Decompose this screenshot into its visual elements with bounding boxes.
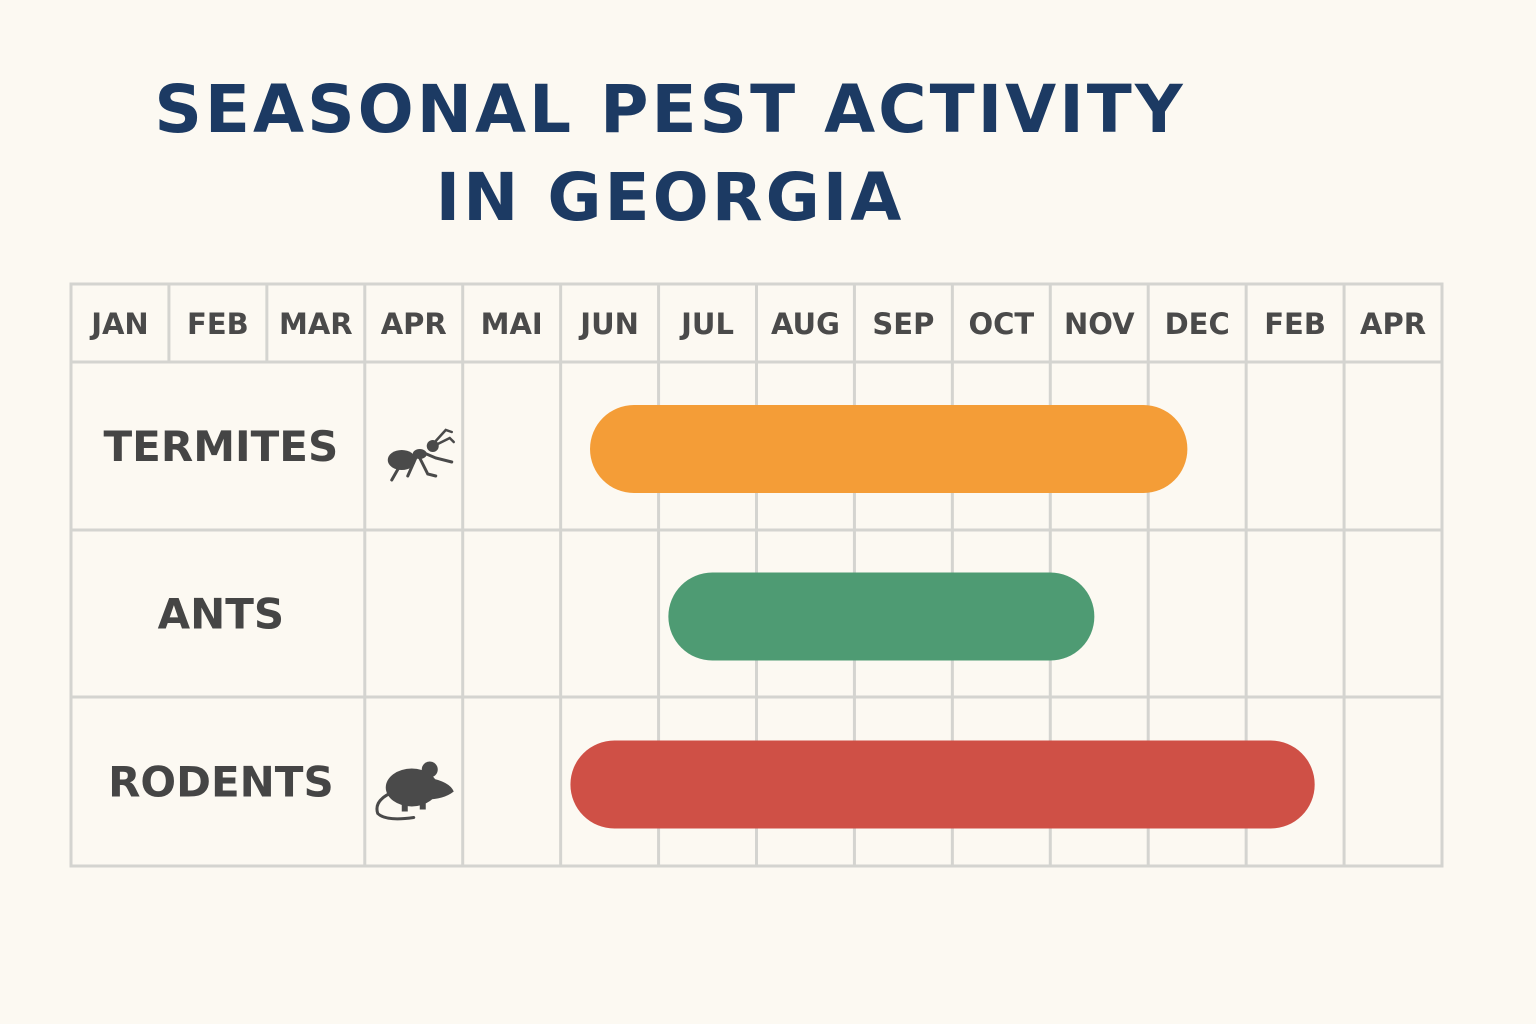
row-label: RODENTS [108, 758, 334, 807]
activity-bars [570, 405, 1315, 829]
chart-title-line-2: IN GEORGIA [435, 159, 905, 236]
chart-title-line-1: SEASONAL PEST ACTIVITY [154, 71, 1186, 148]
month-tick-label: SEP [872, 307, 934, 341]
month-tick-label: APR [1360, 307, 1426, 341]
month-tick-label: JUN [578, 307, 639, 341]
chart-title: SEASONAL PEST ACTIVITY IN GEORGIA [100, 66, 1240, 242]
month-tick-label: FEB [1264, 307, 1326, 341]
month-tick-label: MAR [279, 307, 353, 341]
activity-bar [668, 572, 1095, 661]
month-tick-label: JUL [679, 307, 734, 341]
grid-lines [69, 282, 1444, 868]
row-label: TERMITES [104, 422, 339, 471]
month-tick-label: MAI [481, 307, 543, 341]
row-label: ANTS [158, 590, 285, 639]
month-tick-label: NOV [1064, 307, 1135, 341]
month-tick-label: FEB [187, 307, 249, 341]
ant-icon [387, 428, 455, 482]
month-tick-label: OCT [968, 307, 1034, 341]
mouse-icon [375, 761, 454, 821]
activity-bar [590, 405, 1188, 493]
month-tick-label: DEC [1165, 307, 1230, 341]
month-tick-label: JAN [89, 307, 149, 341]
month-tick-label: AUG [771, 307, 840, 341]
pest-icons [375, 428, 455, 821]
month-tick-label: APR [381, 307, 447, 341]
row-labels: JAN FEB MAR APR MAI JUN JUL AUG SEP OCT NOV DEC FEB A… [89, 307, 1426, 807]
activity-bar [570, 740, 1315, 829]
